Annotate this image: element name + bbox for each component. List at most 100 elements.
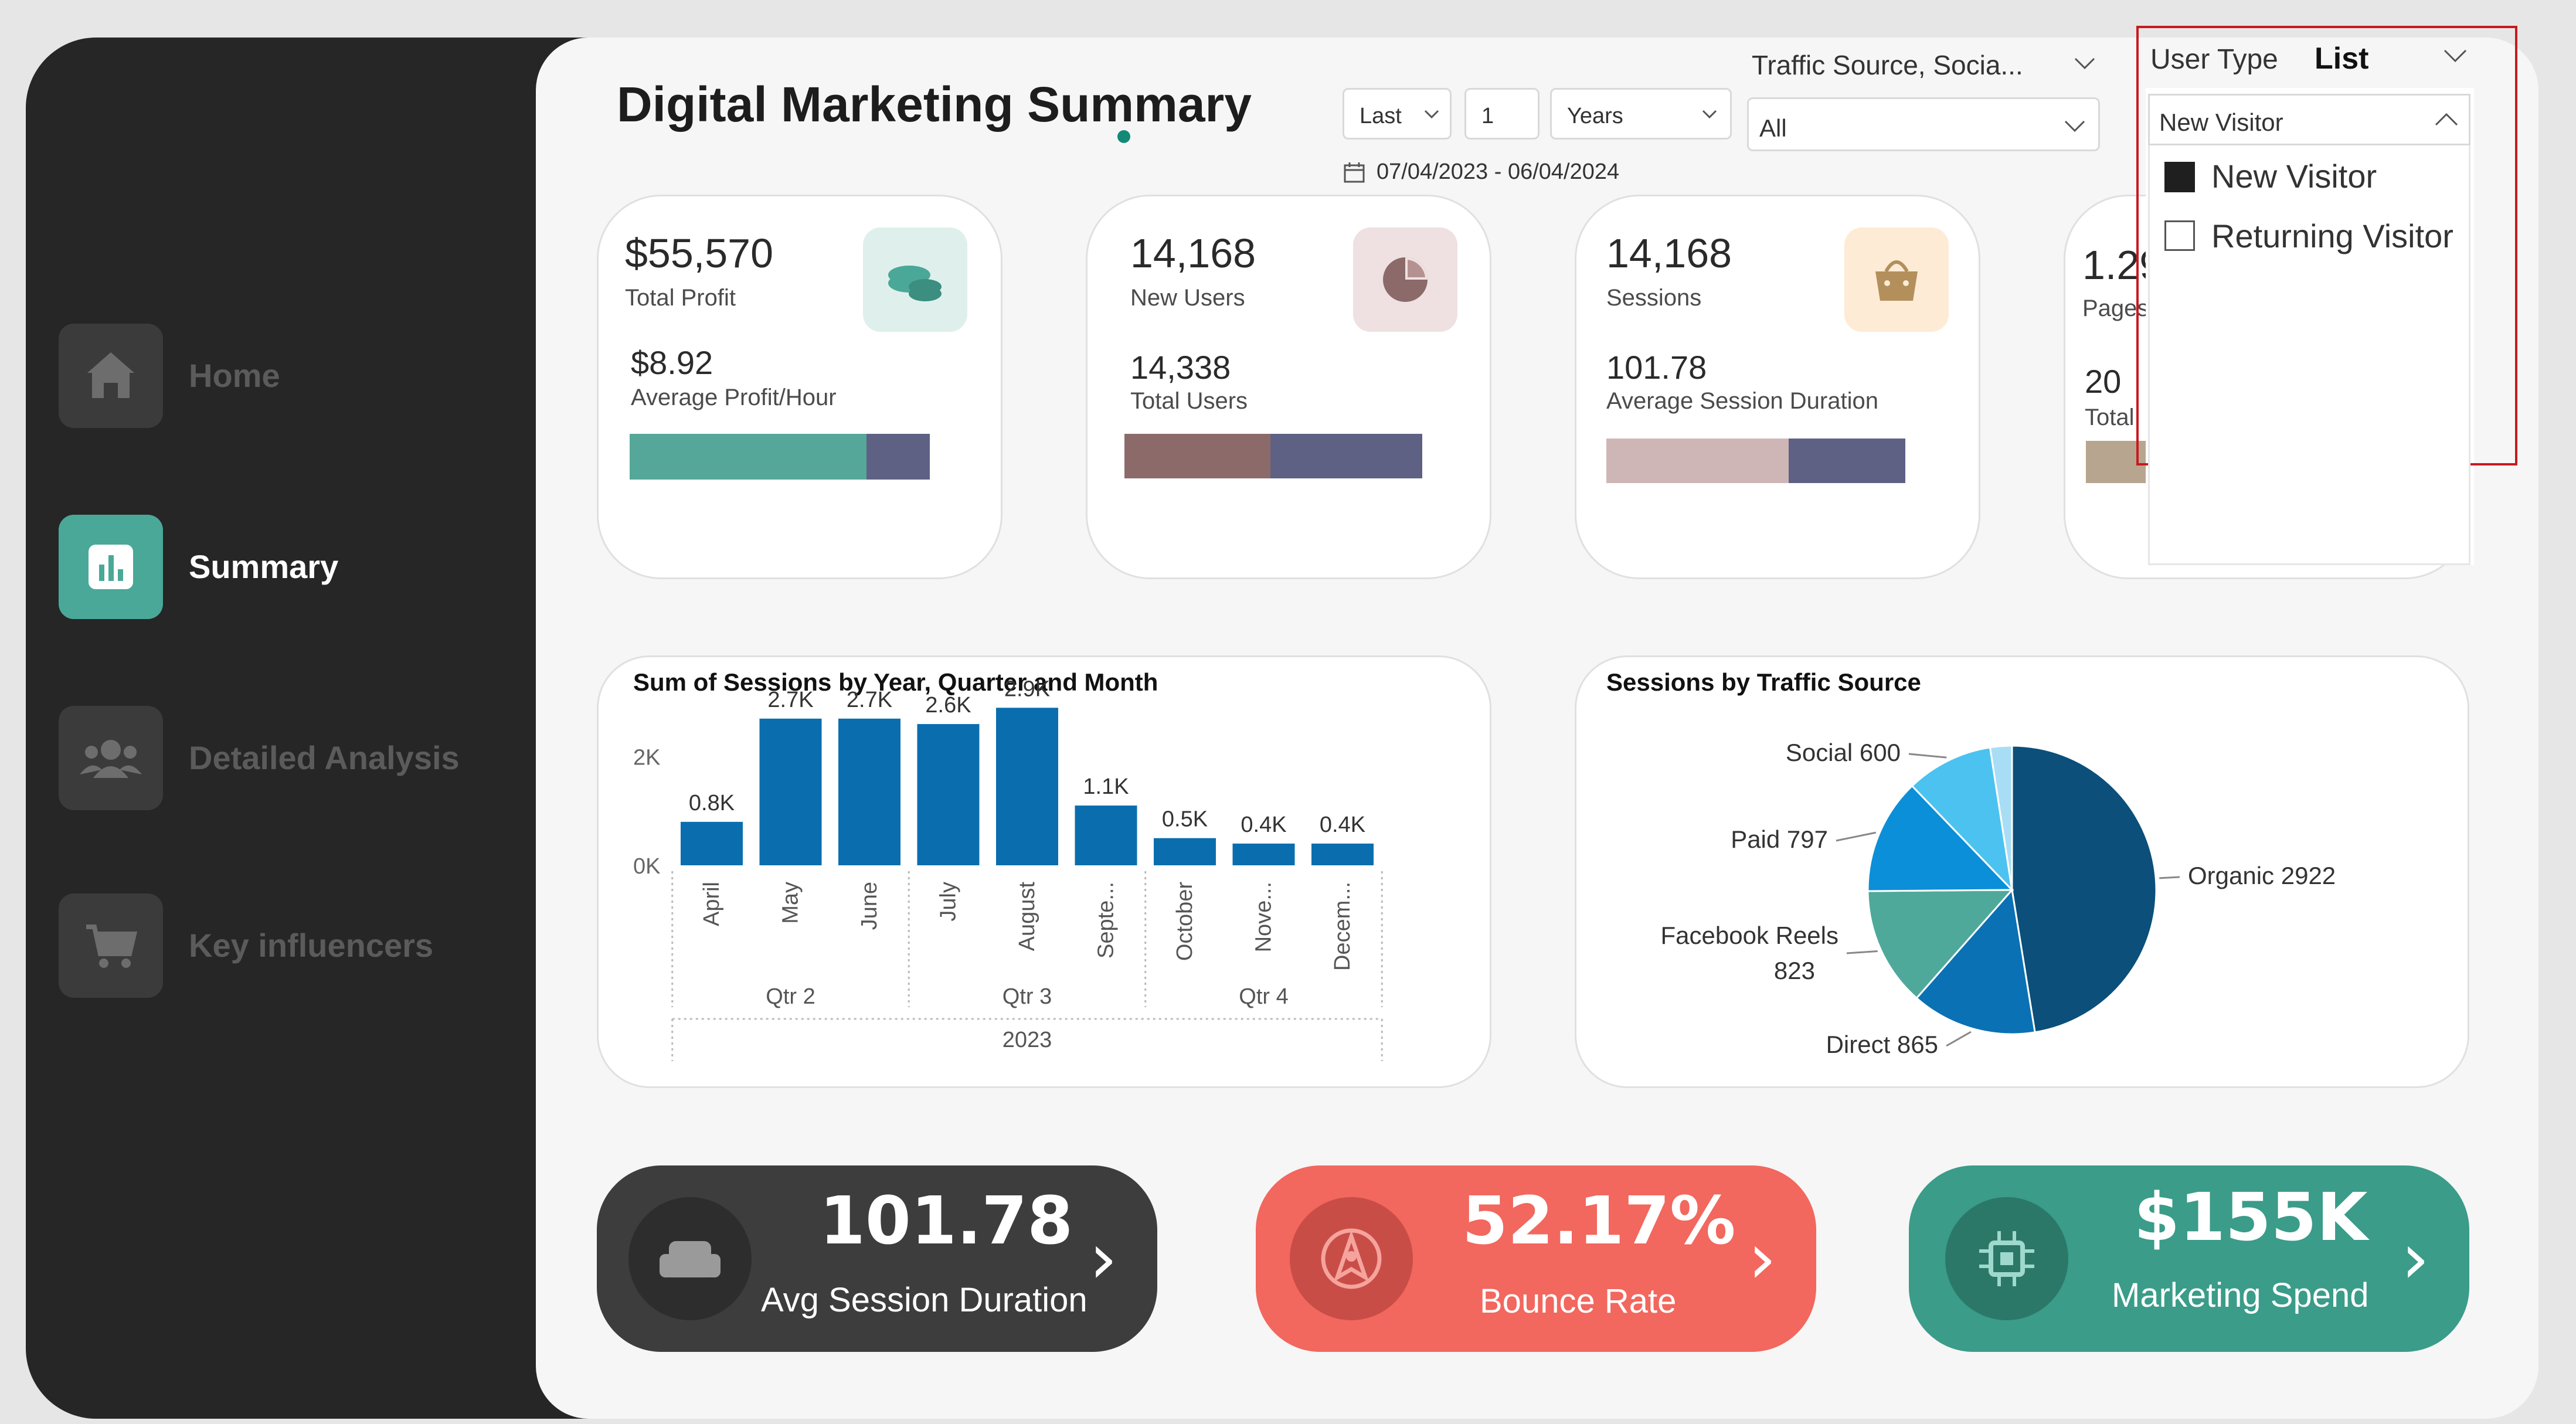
data-label: 2.7K [767,688,813,712]
users-icon [59,706,163,810]
x-tick-label: Decem... [1330,882,1355,971]
total-users-label: Total Users [1130,388,1248,414]
bar [681,821,743,865]
option-returning-visitor[interactable]: Returning Visitor [2211,217,2453,254]
chevron-up-icon [2435,113,2458,126]
progress-fill [1124,434,1270,478]
progress-fill [630,434,867,480]
sidebar-item-detailed-analysis[interactable]: Detailed Analysis [59,706,528,810]
x-tick-label: July [936,882,961,922]
cart-icon [59,893,163,998]
total-profit-label: Total Profit [625,285,736,311]
chevron-down-icon [2064,120,2085,132]
data-label: 0.5K [1162,807,1208,832]
kpi-value: 52.17% [1462,1183,1736,1259]
pie-slice [1989,745,2013,891]
pages-progress-bar [2086,441,2156,483]
pie-slice [2011,745,2157,1034]
user-type-style: List [2315,42,2369,76]
date-count-input[interactable]: 1 [1464,88,1540,140]
option-new-visitor[interactable]: New Visitor [2211,158,2377,195]
avg-profit-hour-value: $8.92 [631,344,713,381]
x-tick-label: August [1015,882,1039,951]
traffic-filter-value: All [1759,114,1787,142]
date-mode-value: Last [1360,104,1402,128]
data-label: 2.7K [847,688,892,712]
year-label: 2023 [1002,1028,1052,1052]
sidebar-item-label: Home [189,357,280,394]
leader-line [1846,950,1878,954]
avg-profit-hour-label: Average Profit/Hour [631,385,837,410]
kpi-marketing-spend[interactable]: $155K Marketing Spend › [1909,1165,2469,1352]
total-profit-value: $55,570 [625,230,774,276]
date-mode-dropdown[interactable]: Last [1343,88,1452,140]
traffic-filter-label: Traffic Source, Socia... [1752,50,2023,80]
sofa-icon [628,1197,752,1320]
x-tick-label: October [1173,882,1197,961]
sidebar-item-label: Summary [189,548,339,585]
kpi-avg-session-duration[interactable]: 101.78 Avg Session Duration › [597,1165,1157,1352]
bar [917,724,980,865]
y-tick-label: 2K [633,746,660,770]
traffic-source-pie-chart: Organic 2922 Direct 865 Facebook Reels 823 P… [1661,739,2336,1058]
kpi-bounce-rate[interactable]: 52.17% Bounce Rate › [1256,1165,1816,1352]
chevron-down-icon [1424,110,1439,119]
checkbox-checked[interactable] [2164,162,2195,192]
user-type-selected: New Visitor [2159,108,2283,136]
sidebar-item-home[interactable]: Home [59,324,528,428]
slice-label-name: Facebook Reels [1661,922,1839,949]
user-type-list [2148,145,2470,565]
total-users-value: 14,338 [1130,349,1231,386]
x-tick-label: Septe... [1094,882,1119,959]
slice-label: Paid 797 [1731,825,1828,853]
sidebar-item-summary[interactable]: Summary [59,515,528,619]
page-title: Digital Marketing Summary [617,77,1252,132]
slice-label: Social 600 [1786,739,1901,766]
slice-label: Organic 2922 [2188,862,2336,889]
kpi-label: Bounce Rate [1480,1282,1677,1320]
date-unit-dropdown[interactable]: Years [1550,88,1732,140]
progress-remainder [1789,439,1905,483]
pie-slice [1911,746,2014,893]
pages-sub-label: Total [2085,405,2135,430]
coins-icon [863,227,967,332]
sessions-progress-bar [1606,439,1905,483]
data-label: 2.6K [925,693,971,718]
progress-remainder [1270,434,1422,478]
users-progress-bar [1124,434,1422,478]
user-type-dropdown[interactable]: New Visitor [2148,94,2470,145]
pages-sub-value: 20 [2085,363,2122,400]
profit-progress-bar [630,434,930,480]
leader-line [1946,1031,1972,1047]
avg-session-duration-label: Average Session Duration [1606,388,1878,414]
kpi-label: Avg Session Duration [761,1281,1088,1319]
sessions-bar-chart: 0K 2K 0.8K April 2.7K May 2.7K June 2.6K July 2.9K… [633,677,1383,1061]
x-tick-label: April [699,882,724,926]
avg-session-duration-value: 101.78 [1606,349,1707,386]
traffic-filter-dropdown[interactable]: All [1747,97,2100,151]
leader-line [1836,831,1877,842]
bar [996,708,1058,865]
progress-remainder [866,434,930,480]
checkbox-unchecked[interactable] [2164,220,2195,251]
chevron-down-icon [1702,110,1717,119]
date-count-value: 1 [1481,104,1494,128]
new-users-value: 14,168 [1130,230,1256,276]
sidebar-item-label: Key influencers [189,927,434,964]
compass-icon [1290,1197,1413,1320]
slice-label: Direct 865 [1826,1031,1938,1058]
pie-chart-title: Sessions by Traffic Source [1606,668,1921,696]
slice-label-value: 823 [1774,957,1815,984]
chevron-right-icon: › [1089,1218,1117,1300]
chevron-down-icon[interactable] [2073,55,2096,73]
pie-slice [1867,784,2014,892]
chevron-down-icon[interactable] [2442,47,2468,64]
quarter-label: Qtr 3 [1002,984,1052,1009]
kpi-label: Marketing Spend [2112,1276,2369,1314]
kpi-value: $155K [2134,1180,2368,1256]
sidebar-item-key-influencers[interactable]: Key influencers [59,893,528,998]
quarter-label: Qtr 2 [766,984,815,1009]
data-label: 1.1K [1083,774,1129,799]
chip-icon [1945,1197,2068,1320]
bar-chart-title: Sum of Sessions by Year, Quarter and Mon… [633,668,1158,696]
